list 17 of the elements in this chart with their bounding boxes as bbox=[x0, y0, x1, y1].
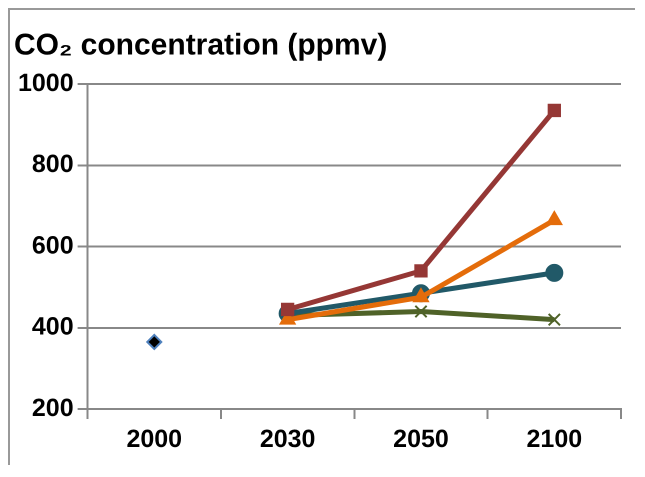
point bbox=[280, 302, 294, 316]
y-tick-label: 800 bbox=[32, 150, 74, 178]
x-tick-label: 2050 bbox=[393, 424, 449, 453]
point bbox=[414, 304, 428, 318]
y-tick-label: 200 bbox=[32, 394, 74, 422]
point bbox=[414, 264, 428, 278]
x-tick-label: 2030 bbox=[260, 424, 316, 453]
y-tick-label: 1000 bbox=[18, 68, 74, 97]
x-tick-label: 2000 bbox=[126, 424, 182, 453]
point bbox=[146, 334, 162, 350]
point bbox=[545, 264, 564, 282]
x-tick-label: 2100 bbox=[526, 424, 582, 453]
point bbox=[548, 312, 561, 326]
chart-title: CO₂ concentration (ppmv) bbox=[14, 28, 388, 62]
y-tick-label: 400 bbox=[32, 312, 74, 341]
point bbox=[548, 104, 561, 118]
y-tick-label: 600 bbox=[32, 231, 74, 260]
